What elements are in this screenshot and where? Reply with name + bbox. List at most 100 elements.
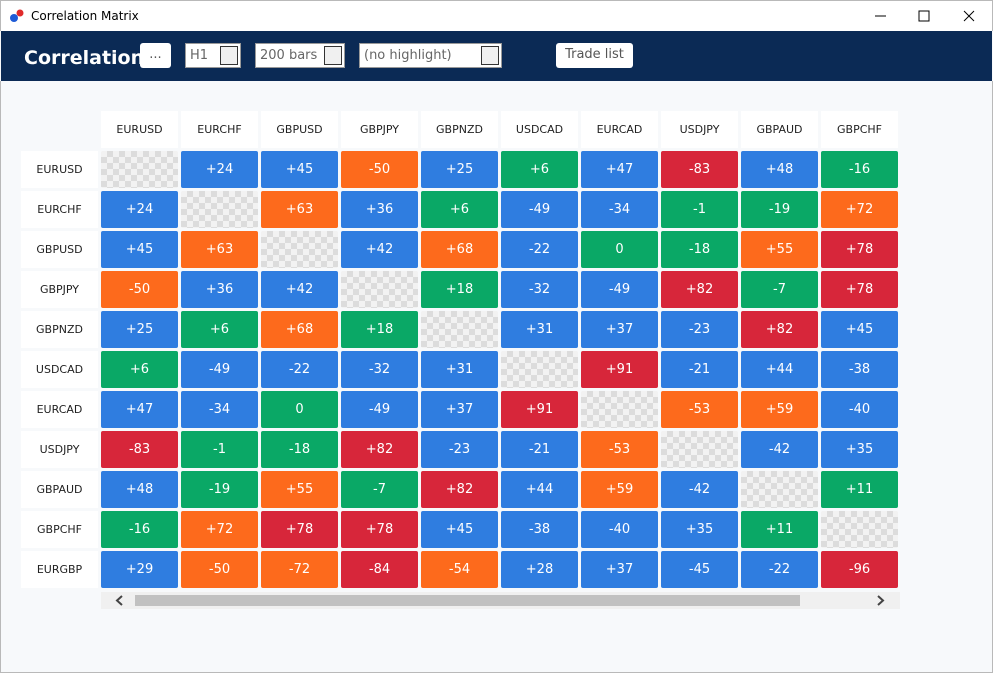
correlation-cell: +91	[581, 351, 658, 388]
correlation-cell: +35	[661, 511, 738, 548]
row-header: EURCAD	[21, 391, 98, 428]
trade-list-button[interactable]: Trade list	[556, 43, 633, 68]
correlation-cell: -49	[181, 351, 258, 388]
empty-cell	[101, 151, 178, 188]
correlation-cell: +44	[501, 471, 578, 508]
column-header: GBPNZD	[421, 111, 498, 148]
select-text: H1	[190, 48, 209, 63]
correlation-cell: +36	[341, 191, 418, 228]
empty-cell	[581, 391, 658, 428]
correlation-cell: +24	[101, 191, 178, 228]
correlation-cell: -1	[661, 191, 738, 228]
row-header: EURUSD	[21, 151, 98, 188]
menu-button[interactable]: ...	[140, 43, 171, 68]
correlation-cell: +44	[741, 351, 818, 388]
correlation-cell: +18	[421, 271, 498, 308]
horizontal-scrollbar[interactable]	[101, 592, 900, 609]
correlation-cell: 0	[261, 391, 338, 428]
correlation-cell: -40	[581, 511, 658, 548]
correlation-cell: +45	[261, 151, 338, 188]
scroll-left[interactable]	[115, 595, 125, 606]
row-header: EURGBP	[21, 551, 98, 588]
row-header: EURCHF	[21, 191, 98, 228]
correlation-cell: +82	[741, 311, 818, 348]
correlation-cell: -53	[661, 391, 738, 428]
correlation-cell: +68	[261, 311, 338, 348]
correlation-cell: +78	[261, 511, 338, 548]
correlation-cell: -21	[661, 351, 738, 388]
correlation-cell: +55	[741, 231, 818, 268]
correlation-cell: +31	[501, 311, 578, 348]
scroll-right[interactable]	[875, 595, 885, 606]
select-text: (no highlight)	[364, 48, 452, 63]
highlight-select[interactable]: (no highlight)	[359, 43, 502, 68]
correlation-cell: +68	[421, 231, 498, 268]
correlation-cell: -19	[181, 471, 258, 508]
correlation-cell: -49	[581, 271, 658, 308]
correlation-cell: -32	[501, 271, 578, 308]
correlation-cell: -40	[821, 391, 898, 428]
correlation-cell: -23	[661, 311, 738, 348]
correlation-cell: +6	[181, 311, 258, 348]
correlation-cell: 0	[581, 231, 658, 268]
window-controls[interactable]	[861, 6, 991, 26]
correlation-cell: +47	[581, 151, 658, 188]
empty-cell	[181, 191, 258, 228]
correlation-cell: +18	[341, 311, 418, 348]
column-header: GBPJPY	[341, 111, 418, 148]
correlation-cell: +82	[421, 471, 498, 508]
column-header: EURCHF	[181, 111, 258, 148]
correlation-cell: +37	[421, 391, 498, 428]
correlation-cell: -50	[181, 551, 258, 588]
correlation-cell: -83	[101, 431, 178, 468]
correlation-cell: +25	[421, 151, 498, 188]
correlation-cell: +11	[741, 511, 818, 548]
toolbar: Correlation ... H1 200 bars (no highligh…	[1, 31, 992, 81]
correlation-cell: +29	[101, 551, 178, 588]
empty-cell	[421, 311, 498, 348]
correlation-cell: -49	[501, 191, 578, 228]
correlation-cell: +78	[821, 271, 898, 308]
column-header: USDJPY	[661, 111, 738, 148]
correlation-cell: -42	[741, 431, 818, 468]
empty-cell	[741, 471, 818, 508]
correlation-cell: +42	[261, 271, 338, 308]
correlation-table: EURUSD EURCHF GBPUSD GBPJPY GBPNZD USDCAD EURC…	[21, 111, 898, 591]
column-header: GBPUSD	[261, 111, 338, 148]
correlation-cell: -72	[261, 551, 338, 588]
correlation-cell: +35	[821, 431, 898, 468]
window-title: Correlation Matrix	[31, 9, 139, 23]
correlation-cell: -83	[661, 151, 738, 188]
correlation-cell: -50	[101, 271, 178, 308]
correlation-cell: +82	[341, 431, 418, 468]
correlation-cell: -32	[341, 351, 418, 388]
correlation-cell: -50	[341, 151, 418, 188]
correlation-cell: -34	[581, 191, 658, 228]
correlation-cell: +72	[181, 511, 258, 548]
correlation-cell: +11	[821, 471, 898, 508]
correlation-cell: -7	[741, 271, 818, 308]
timeframe-select[interactable]: H1	[185, 43, 241, 68]
correlation-cell: +55	[261, 471, 338, 508]
correlation-cell: +36	[181, 271, 258, 308]
select-text: 200 bars	[260, 48, 318, 63]
correlation-cell: -16	[821, 151, 898, 188]
correlation-cell: -22	[741, 551, 818, 588]
row-header: GBPJPY	[21, 271, 98, 308]
correlation-cell: -96	[821, 551, 898, 588]
correlation-cell: -18	[261, 431, 338, 468]
toolbar-title: Correlation	[24, 47, 145, 69]
correlation-cell: +59	[741, 391, 818, 428]
correlation-cell: +37	[581, 311, 658, 348]
empty-cell	[501, 351, 578, 388]
column-header: EURCAD	[581, 111, 658, 148]
scroll-thumb[interactable]	[135, 595, 800, 606]
correlation-cell: +78	[821, 231, 898, 268]
bars-select[interactable]: 200 bars	[255, 43, 345, 68]
column-header: GBPAUD	[741, 111, 818, 148]
correlation-cell: +59	[581, 471, 658, 508]
empty-cell	[821, 511, 898, 548]
correlation-cell: -45	[661, 551, 738, 588]
correlation-cell: +28	[501, 551, 578, 588]
